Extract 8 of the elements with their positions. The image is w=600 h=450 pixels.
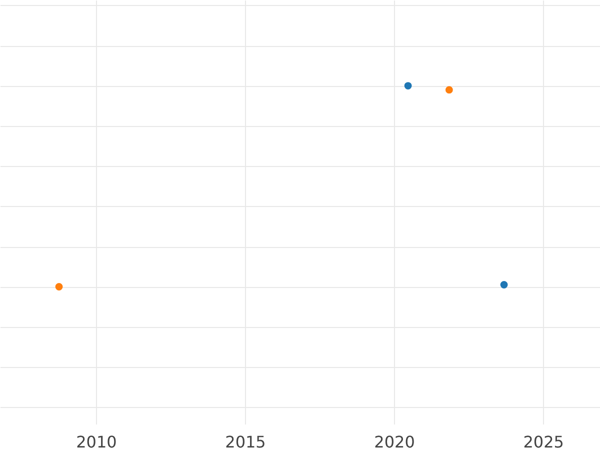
point — [404, 82, 412, 90]
x-tick-label: 2010 — [76, 432, 117, 450]
point — [500, 281, 508, 288]
x-tick-label: 2025 — [523, 432, 564, 450]
point — [55, 283, 63, 290]
point — [445, 86, 453, 94]
x-tick-label: 2015 — [225, 432, 266, 450]
x-tick-label: 2020 — [374, 432, 415, 450]
